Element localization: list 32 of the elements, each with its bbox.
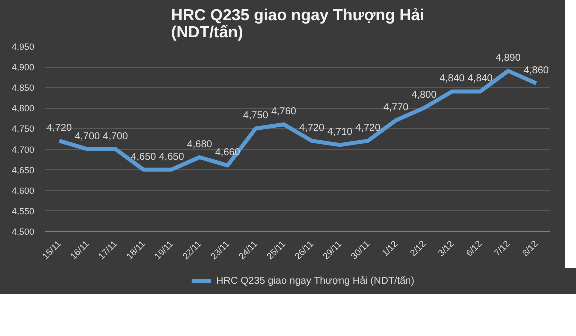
y-tick-label: 4,850: [12, 83, 35, 94]
data-label: 4,710: [328, 127, 354, 138]
y-tick-label: 4,550: [12, 206, 35, 216]
chart-title: HRC Q235 giao ngay Thượng Hải (NDT/tấn): [171, 8, 425, 42]
y-tick-label: 4,900: [12, 62, 35, 73]
x-tick-label: 6/12: [464, 238, 484, 258]
data-label: 4,650: [159, 152, 185, 163]
y-tick-label: 4,950: [12, 42, 35, 52]
data-label: 4,840: [468, 74, 494, 85]
data-label: 4,760: [271, 106, 297, 118]
data-label: 4,720: [47, 123, 72, 134]
x-tick-label: 8/12: [520, 238, 540, 258]
data-label: 4,750: [243, 110, 269, 122]
data-label: 4,890: [496, 53, 522, 64]
y-tick-label: 4,800: [12, 104, 35, 114]
data-label: 4,700: [103, 131, 129, 142]
y-tick-label: 4,650: [12, 165, 35, 176]
data-label: 4,840: [440, 74, 466, 85]
data-label: 4,720: [356, 123, 382, 134]
legend-label: HRC Q235 giao ngay Thượng Hải (NDT/tấn): [216, 276, 415, 286]
y-tick-label: 4,600: [12, 186, 35, 196]
y-tick-label: 4,750: [12, 124, 35, 134]
data-label: 4,860: [524, 66, 550, 76]
data-label: 4,680: [187, 140, 213, 150]
data-label: 4,770: [384, 102, 410, 114]
data-label: 4,800: [412, 90, 438, 102]
data-label: 4,650: [131, 152, 157, 163]
y-tick-label: 4,700: [12, 144, 35, 155]
y-tick-label: 4,500: [12, 227, 35, 237]
data-label: 4,700: [75, 131, 101, 142]
data-label: 4,720: [300, 123, 325, 134]
x-tick-label: 7/12: [492, 238, 512, 258]
